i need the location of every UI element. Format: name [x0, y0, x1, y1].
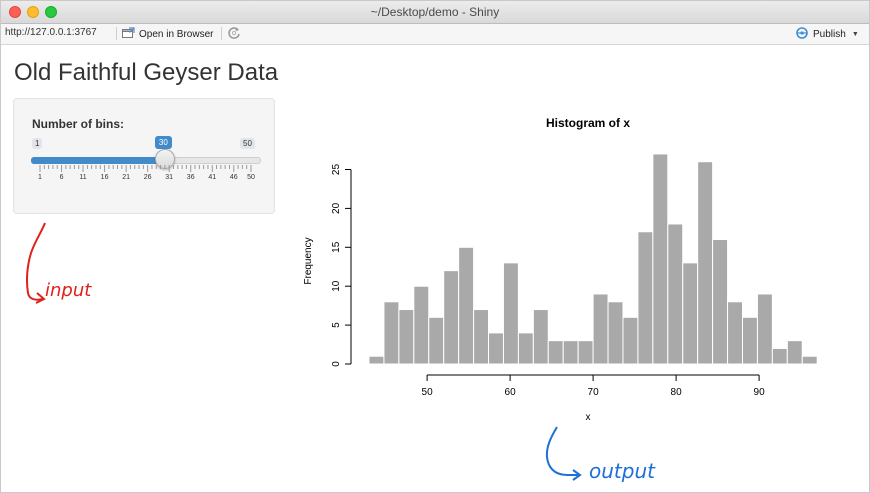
title-bar[interactable]: ~/Desktop/demo - Shiny	[1, 1, 869, 24]
slider-fill	[31, 157, 165, 164]
x-tick-label: 60	[505, 387, 517, 398]
slider-tick-label: 36	[186, 174, 195, 181]
y-axis-label: Frequency	[303, 237, 314, 284]
toolbar-separator	[221, 27, 222, 40]
histogram-bar	[786, 340, 803, 365]
toolbar-separator	[116, 27, 117, 40]
input-arrowhead	[35, 292, 46, 304]
slider-value-label: 30	[154, 136, 172, 149]
output-arrowhead	[572, 469, 582, 481]
input-annotation: input	[45, 280, 92, 301]
chart-title: Histogram of x	[546, 116, 630, 130]
output-annotation: output	[589, 459, 655, 483]
slider-tick-label: 6	[59, 174, 64, 181]
slider-max-label: 50	[240, 138, 255, 149]
histogram-bar	[502, 262, 519, 365]
slider-tick-label: 26	[143, 174, 152, 181]
publish-button[interactable]: Publish ▼	[795, 26, 859, 42]
histogram-plot: Histogram of x 50 60 70 80 90 x 0 5 10 15 20 25 Frequ…	[303, 116, 818, 423]
zoom-window-button[interactable]	[45, 6, 57, 18]
publish-dropdown-caret-icon[interactable]: ▼	[851, 30, 859, 38]
x-tick-label: 80	[671, 387, 683, 398]
y-tick-label: 5	[331, 322, 342, 328]
open-in-browser-label: Open in Browser	[139, 28, 214, 40]
slider-grid	[39, 165, 252, 172]
minimize-window-button[interactable]	[27, 6, 39, 18]
slider-tick-label: 11	[79, 174, 87, 181]
sidebar-panel: Number of bins: 1 50 30 1 6 11 16 21 26 31 36 41…	[13, 98, 275, 214]
y-tick-label: 10	[331, 280, 342, 292]
open-in-browser-button[interactable]: Open in Browser	[122, 26, 213, 42]
slider-tick-label: 21	[122, 174, 131, 181]
histogram-bar	[801, 355, 818, 365]
histogram-bar	[458, 246, 475, 365]
input-arrow	[26, 222, 46, 301]
x-axis-label: x	[586, 412, 591, 423]
histogram-bar	[532, 309, 549, 365]
slider-tick-label: 31	[165, 174, 174, 181]
x-tick-label: 50	[422, 387, 434, 398]
slider-tick-label: 46	[229, 174, 238, 181]
open-in-browser-icon	[122, 27, 139, 41]
close-window-button[interactable]	[9, 6, 21, 18]
slider-min-label: 1	[32, 138, 43, 149]
publish-icon	[795, 26, 813, 42]
x-tick-label: 70	[588, 387, 600, 398]
refresh-button[interactable]	[227, 26, 241, 45]
url-label: http://127.0.0.1:3767	[5, 27, 97, 38]
y-tick-label: 20	[331, 202, 342, 214]
x-tick-label: 90	[754, 387, 766, 398]
y-tick-label: 15	[331, 241, 342, 253]
publish-label: Publish	[813, 28, 846, 40]
histogram-bar	[756, 293, 773, 365]
window-title: ~/Desktop/demo - Shiny	[370, 5, 500, 19]
refresh-icon	[227, 27, 241, 44]
y-tick-label: 0	[331, 361, 342, 367]
slider-tick-label: 41	[208, 174, 217, 181]
bins-label: Number of bins:	[32, 117, 124, 131]
viewer-toolbar: http://127.0.0.1:3767 Open in Browser	[1, 24, 869, 45]
slider-tick-label: 1	[38, 174, 42, 181]
y-tick-label: 25	[331, 164, 342, 176]
slider-tick-label: 50	[247, 174, 255, 181]
slider-tick-label: 16	[100, 174, 109, 181]
page-title: Old Faithful Geyser Data	[14, 59, 279, 86]
output-arrow	[545, 426, 579, 476]
